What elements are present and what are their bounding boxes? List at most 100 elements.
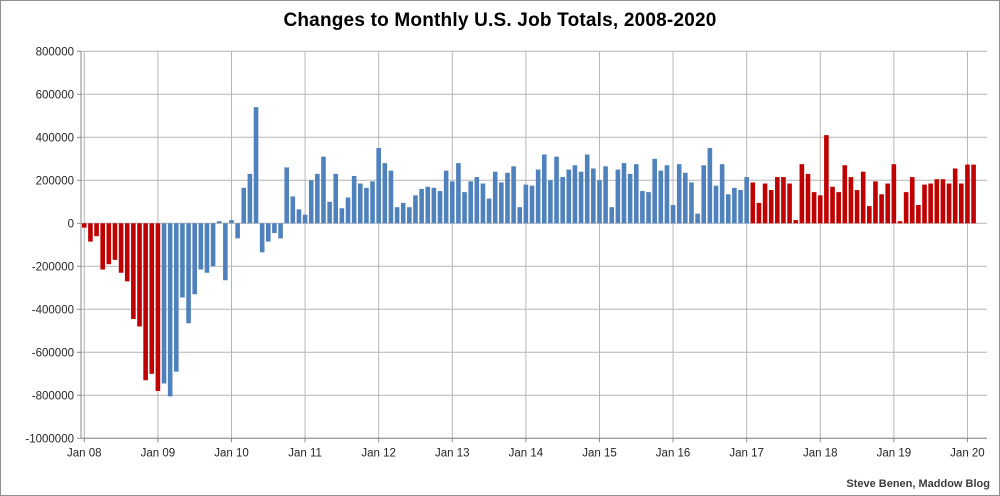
bar bbox=[419, 188, 424, 224]
bar bbox=[597, 180, 602, 224]
bar bbox=[854, 189, 860, 224]
bar bbox=[873, 181, 878, 224]
y-axis-label: -400000 bbox=[32, 304, 74, 316]
bar bbox=[695, 213, 700, 224]
y-axis-label: -200000 bbox=[32, 261, 74, 273]
bar bbox=[345, 197, 351, 224]
bar bbox=[799, 164, 805, 224]
bar bbox=[603, 166, 608, 224]
x-axis-label: Jan 10 bbox=[214, 447, 249, 459]
bar bbox=[382, 163, 388, 224]
x-axis-label: Jan 16 bbox=[656, 447, 691, 459]
bar bbox=[106, 223, 112, 265]
x-axis-label: Jan 11 bbox=[288, 447, 322, 459]
bar bbox=[456, 163, 461, 224]
bar bbox=[480, 183, 486, 224]
bar bbox=[903, 192, 909, 224]
bar bbox=[431, 187, 437, 224]
bar bbox=[155, 223, 161, 391]
bar bbox=[143, 223, 148, 381]
bar bbox=[413, 195, 418, 224]
bar bbox=[578, 171, 584, 224]
bar bbox=[112, 223, 118, 260]
bar bbox=[443, 170, 449, 224]
bar bbox=[100, 223, 105, 270]
bar bbox=[787, 183, 792, 224]
x-axis-label: Jan 15 bbox=[582, 447, 617, 459]
bar bbox=[161, 223, 167, 384]
bar bbox=[198, 223, 204, 270]
bar bbox=[327, 201, 332, 224]
bar bbox=[781, 177, 786, 224]
bar bbox=[180, 223, 185, 298]
bar bbox=[474, 177, 480, 224]
bar bbox=[302, 214, 308, 224]
bar bbox=[278, 223, 283, 239]
bar bbox=[621, 163, 627, 224]
x-axis-label: Jan 19 bbox=[877, 447, 912, 459]
bar bbox=[247, 173, 253, 224]
bar bbox=[265, 223, 271, 242]
bar bbox=[204, 223, 210, 273]
x-axis-label: Jan 12 bbox=[361, 447, 396, 459]
bar bbox=[541, 154, 547, 224]
x-axis-label: Jan 14 bbox=[509, 447, 544, 459]
y-axis-label: 200000 bbox=[36, 175, 74, 187]
bar bbox=[940, 179, 946, 224]
credit-label: Steve Benen, Maddow Blog bbox=[846, 478, 990, 490]
bar bbox=[891, 164, 897, 224]
bar bbox=[719, 164, 725, 224]
bar bbox=[339, 208, 345, 224]
bar bbox=[94, 223, 99, 237]
bar bbox=[738, 189, 743, 224]
x-axis-label: Jan 20 bbox=[950, 447, 985, 459]
bar bbox=[805, 173, 811, 224]
bar bbox=[535, 169, 541, 224]
y-axis-label: -600000 bbox=[32, 347, 74, 359]
bar bbox=[462, 192, 467, 224]
y-axis-label: 800000 bbox=[36, 46, 74, 58]
bar bbox=[124, 223, 130, 282]
bar bbox=[676, 164, 682, 224]
bar bbox=[370, 181, 375, 224]
bar bbox=[167, 223, 173, 397]
bar bbox=[529, 185, 535, 224]
bar bbox=[272, 223, 277, 233]
bar bbox=[762, 183, 768, 224]
bar bbox=[713, 185, 719, 224]
bar bbox=[750, 182, 756, 224]
bar bbox=[505, 172, 510, 224]
bar bbox=[652, 158, 657, 224]
bar bbox=[437, 191, 443, 224]
bar bbox=[241, 187, 247, 224]
bar bbox=[646, 192, 651, 224]
bar bbox=[284, 167, 289, 224]
bar bbox=[118, 223, 124, 273]
bar bbox=[407, 207, 412, 224]
bar bbox=[756, 202, 762, 224]
bar bbox=[928, 183, 933, 224]
bar bbox=[572, 165, 578, 224]
bar bbox=[909, 177, 915, 224]
bar bbox=[351, 176, 357, 224]
bar bbox=[259, 223, 265, 253]
bar bbox=[934, 179, 940, 224]
bar bbox=[511, 166, 516, 224]
bar bbox=[357, 183, 363, 224]
bar bbox=[946, 183, 952, 224]
bar bbox=[860, 171, 866, 224]
bar bbox=[290, 196, 296, 224]
bar bbox=[210, 223, 216, 267]
bar bbox=[174, 223, 179, 372]
bar bbox=[775, 177, 780, 224]
bar bbox=[744, 177, 749, 224]
bar bbox=[449, 181, 455, 224]
bar bbox=[922, 184, 927, 224]
bar bbox=[658, 170, 664, 224]
bar bbox=[321, 156, 326, 224]
bar bbox=[867, 206, 872, 224]
bar bbox=[732, 187, 737, 224]
bar bbox=[971, 164, 976, 224]
